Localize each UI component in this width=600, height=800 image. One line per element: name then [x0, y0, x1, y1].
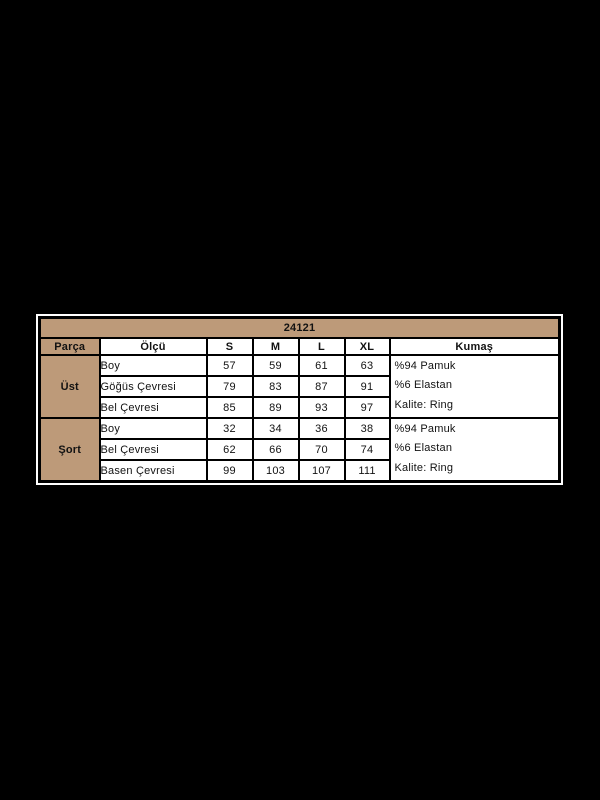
fabric-lines: %94 Pamuk %6 Elastan Kalite: Ring — [392, 420, 558, 478]
fabric-line: %94 Pamuk — [394, 359, 456, 372]
fabric-line: %6 Elastan — [394, 442, 453, 455]
header-size-s: S — [205, 337, 254, 356]
measure-cell: Bel Çevresi — [98, 438, 208, 461]
part-cell-sort: Şort — [38, 417, 101, 483]
header-kumas: Kumaş — [388, 337, 561, 356]
value-cell: 36 — [297, 417, 346, 440]
table-row: Üst Boy 57 59 61 63 %94 Pamuk %6 Elastan… — [38, 354, 561, 419]
table-row: Bel Çevresi 62 66 70 74 — [40, 438, 560, 461]
value-cell: 70 — [297, 438, 346, 461]
fabric-line: %94 Pamuk — [394, 422, 456, 435]
title-row: 24121 — [38, 316, 561, 339]
measure-cell: Boy — [98, 354, 208, 377]
value-cell: 38 — [343, 417, 391, 440]
value-cell: 34 — [251, 417, 300, 440]
value-cell: 87 — [297, 375, 346, 398]
value-cell: 85 — [205, 396, 254, 419]
value-cell: 99 — [205, 459, 254, 483]
value-cell: 83 — [251, 375, 300, 398]
value-cell: 111 — [343, 459, 391, 483]
value-cell: 91 — [343, 375, 391, 398]
header-size-m: M — [251, 337, 300, 356]
value-cell: 74 — [343, 438, 391, 461]
fabric-line: Kalite: Ring — [394, 399, 454, 412]
column-header-row: Parça Ölçü S M L XL Kumaş — [38, 337, 561, 356]
header-parca: Parça — [38, 337, 101, 356]
header-olcu: Ölçü — [98, 337, 208, 356]
value-cell: 57 — [205, 354, 254, 377]
value-cell: 32 — [205, 417, 254, 440]
table-row: Bel Çevresi 85 89 93 97 — [40, 396, 560, 419]
fabric-lines: %94 Pamuk %6 Elastan Kalite: Ring — [392, 357, 558, 415]
value-cell: 61 — [297, 354, 346, 377]
value-cell: 103 — [251, 459, 300, 483]
header-size-l: L — [297, 337, 346, 356]
fabric-cell-ust: %94 Pamuk %6 Elastan Kalite: Ring — [388, 354, 561, 419]
measure-cell: Basen Çevresi — [98, 459, 208, 483]
value-cell: 66 — [251, 438, 300, 461]
value-cell: 93 — [297, 396, 346, 419]
value-cell: 97 — [343, 396, 391, 419]
measure-cell: Boy — [98, 417, 208, 440]
size-chart-panel: 24121 Parça Ölçü S M L XL Kumaş Üst Boy … — [36, 314, 563, 485]
fabric-cell-sort: %94 Pamuk %6 Elastan Kalite: Ring — [388, 417, 561, 483]
table-row: Şort Boy 32 34 36 38 %94 Pamuk %6 Elasta… — [38, 417, 561, 483]
table-row: Göğüs Çevresi 79 83 87 91 — [40, 375, 560, 398]
value-cell: 59 — [251, 354, 300, 377]
part-cell-ust: Üst — [38, 354, 101, 419]
size-chart-table: 24121 Parça Ölçü S M L XL Kumaş Üst Boy … — [38, 316, 561, 483]
fabric-line: Kalite: Ring — [394, 462, 454, 475]
value-cell: 62 — [205, 438, 254, 461]
measure-cell: Bel Çevresi — [98, 396, 208, 419]
fabric-line: %6 Elastan — [394, 379, 453, 392]
value-cell: 89 — [251, 396, 300, 419]
measure-cell: Göğüs Çevresi — [98, 375, 208, 398]
value-cell: 63 — [343, 354, 391, 377]
table-row: Basen Çevresi 99 103 107 111 — [40, 459, 560, 483]
value-cell: 79 — [205, 375, 254, 398]
value-cell: 107 — [297, 459, 346, 483]
header-size-xl: XL — [343, 337, 391, 356]
chart-title: 24121 — [38, 316, 561, 339]
